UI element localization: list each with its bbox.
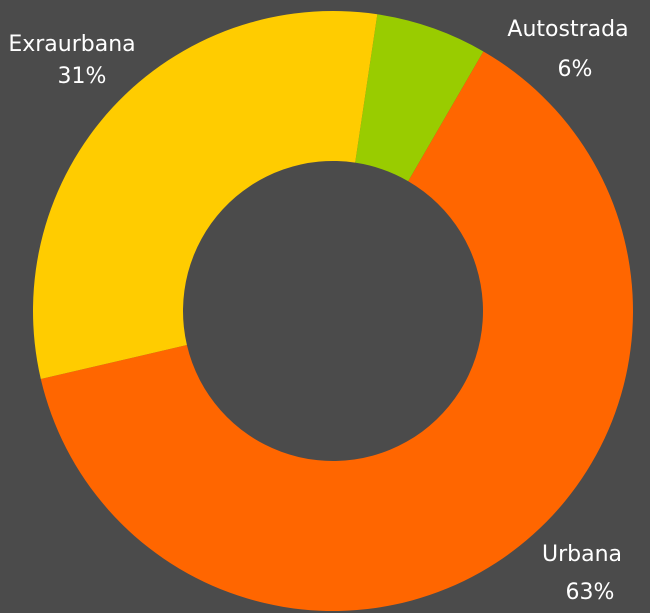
donut-slice [40,51,633,611]
donut-slice [32,10,378,379]
slice-value-label: 6% [558,57,593,82]
donut-slice [355,14,484,182]
slice-label: Exraurbana [8,32,135,57]
slice-label: Autostrada [507,17,628,42]
slice-value-label: 63% [566,580,615,605]
slice-value-label: 31% [58,64,107,89]
slice-label: Urbana [542,542,622,567]
